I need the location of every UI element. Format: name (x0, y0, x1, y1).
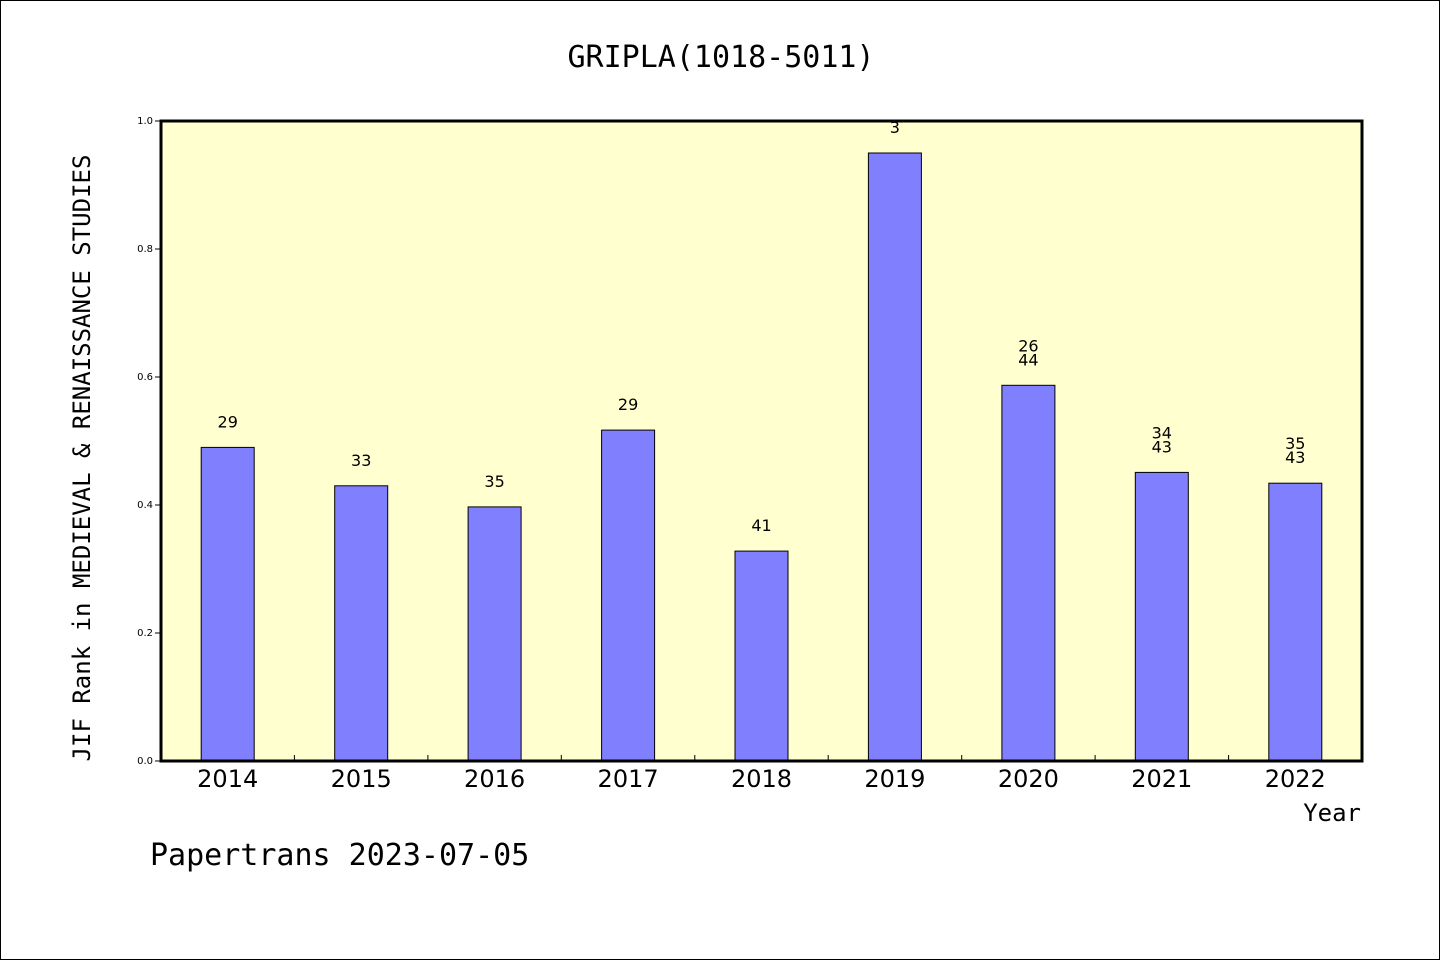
y-tick-label-0.2: 0.2 (137, 628, 153, 639)
bar-label-2019: 3 (890, 118, 900, 137)
bar-label-2014: 29 (218, 412, 238, 431)
bar-label-2022-2: 43 (1285, 448, 1305, 467)
x-tick-label-2021: 2021 (1131, 765, 1192, 793)
bar-label-2015: 33 (351, 451, 371, 470)
bar-label-2020-1: 26 (1018, 336, 1038, 355)
bar-series (200, 152, 1323, 762)
x-tick-label-2022: 2022 (1265, 765, 1326, 793)
bar-label-2020-2: 44 (1018, 350, 1038, 369)
y-tick-label-1.0: 1.0 (137, 116, 153, 127)
bar-2021 (1134, 471, 1189, 762)
bar-2020 (1001, 384, 1056, 762)
x-tick-label-2019: 2019 (864, 765, 925, 793)
bar-2018 (734, 550, 789, 762)
bar-2015 (334, 485, 389, 762)
bar-label-2017: 29 (618, 395, 638, 414)
y-axis: 0.0 0.2 0.4 0.6 0.8 1.0 (137, 116, 161, 767)
bar-label-2022-1: 35 (1285, 434, 1305, 453)
bar-label-2016: 35 (484, 472, 504, 491)
bar-2022 (1268, 482, 1323, 762)
y-tick-label-0.8: 0.8 (137, 244, 153, 255)
bar-2019 (867, 152, 922, 762)
credit-text: Papertrans 2023-07-05 (150, 838, 529, 873)
bar-label-2018: 41 (751, 516, 771, 535)
plot-border (159, 119, 1364, 763)
y-tick-label-0.6: 0.6 (137, 372, 153, 383)
x-tick-label-2015: 2015 (331, 765, 392, 793)
x-axis-label: Year (1303, 799, 1361, 827)
y-tick-label-0.0: 0.0 (137, 756, 153, 767)
x-tick-label-2014: 2014 (197, 765, 258, 793)
bar-2014 (200, 446, 255, 762)
y-tick-label-0.4: 0.4 (137, 500, 153, 511)
x-axis: 2014 2015 2016 2017 2018 2019 2020 2021 2022 (197, 755, 1326, 793)
bar-label-2021-1: 34 (1152, 423, 1172, 442)
x-tick-label-2020: 2020 (998, 765, 1059, 793)
bar-2016 (467, 506, 522, 762)
bar-2017 (601, 429, 656, 762)
bar-label-2021-2: 43 (1152, 437, 1172, 456)
chart-title: GRIPLA(1018-5011) (567, 40, 874, 75)
x-tick-label-2018: 2018 (731, 765, 792, 793)
y-axis-label: JIF Rank in MEDIEVAL & RENAISSANCE STUDI… (68, 155, 96, 762)
x-tick-label-2017: 2017 (598, 765, 659, 793)
x-tick-label-2016: 2016 (464, 765, 525, 793)
